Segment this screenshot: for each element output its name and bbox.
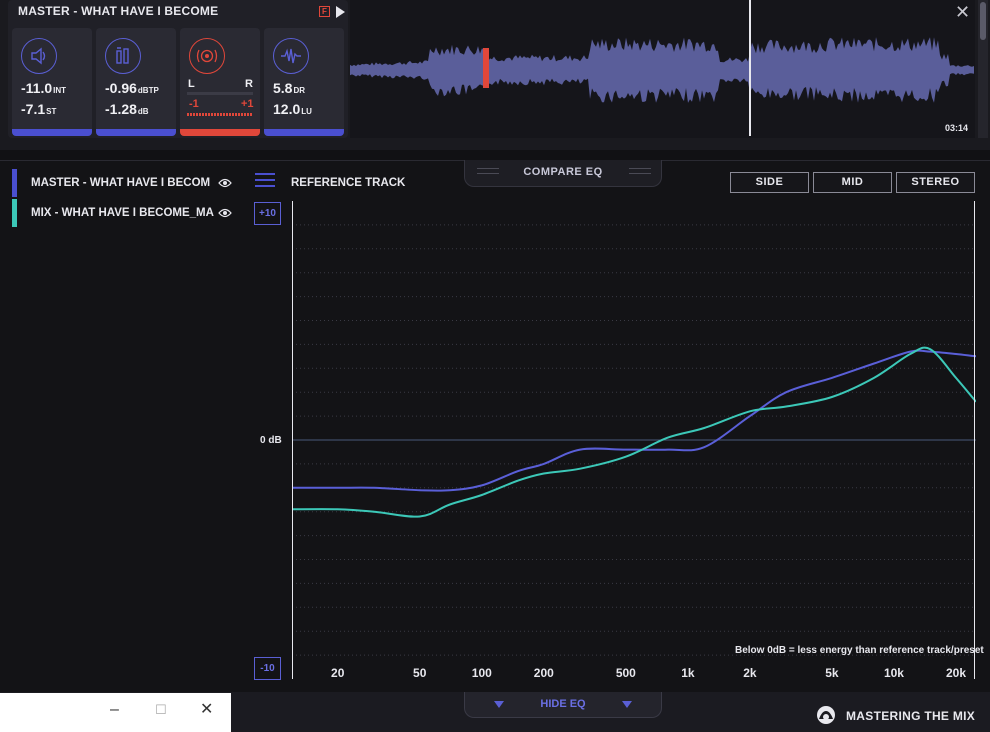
brand-name: MASTERING THE MIX [846,709,976,723]
track-time: 03:14 [945,123,969,133]
meter-bar [264,129,344,136]
left-channel-label: L [188,78,195,90]
track-name: MASTER - WHAT HAVE I BECOM [31,177,211,189]
eq-chart-svg [292,224,976,656]
peak-value: -1.28 [105,101,137,117]
integrated-unit: INT [53,86,67,95]
track-color-stripe [12,169,17,197]
close-window-icon[interactable]: ✕ [200,701,214,718]
chart-right-border [974,201,975,679]
stereo-field-meter[interactable]: L R -1 +1 [180,28,260,136]
correlation-min-label: -1 [189,98,199,110]
brand-logo-icon [817,706,835,724]
meter-bar [180,129,260,136]
frequency-tick-label: 20 [331,666,345,680]
scale-up-button[interactable]: +10 [254,202,281,225]
chevron-down-icon [494,701,504,708]
window-controls: – ☐ ✕ [0,693,231,732]
playhead[interactable] [749,0,751,136]
dynamic-range-value: 5.8 [273,80,293,96]
grip-icon [477,168,499,174]
reference-track-label: REFERENCE TRACK [291,177,406,189]
track-color-stripe [12,199,17,227]
chevron-down-icon [622,701,632,708]
frequency-tick-label: 20k [946,666,967,680]
eye-icon[interactable] [218,207,232,219]
short-term-loudness-value: -7.1 [21,101,46,117]
play-icon[interactable] [336,6,345,18]
short-term-unit: ST [46,107,57,116]
chart-left-border [292,201,293,679]
loudness-meter[interactable]: -11.0INT -7.1ST [12,28,92,136]
master-track-panel: MASTER - WHAT HAVE I BECOME F -11.0INT -… [8,0,348,138]
frequency-tick-label: 500 [615,666,636,680]
series-line-mix [292,346,976,518]
format-icon[interactable]: F [319,6,330,17]
waveform-graphic [350,37,974,103]
side-button[interactable]: SIDE [730,172,809,193]
dynamic-range-unit: DR [293,86,306,95]
frequency-tick-label: 1k [681,666,695,680]
stereo-button[interactable]: STEREO [896,172,975,193]
close-icon[interactable]: ✕ [955,2,971,22]
waveform-icon [273,38,309,74]
loudness-range-value: 12.0 [273,101,301,117]
dynamic-range-meter[interactable]: 5.8DR 12.0LU [264,28,344,136]
correlation-meter [187,113,253,116]
eq-chart [292,201,976,679]
correlation-max-label: +1 [241,98,254,110]
zero-db-label: 0 dB [260,435,282,446]
mid-button[interactable]: MID [813,172,892,193]
meter-bar [96,129,176,136]
true-peak-value: -0.96 [105,80,137,96]
scrollbar-thumb[interactable] [980,2,986,40]
true-peak-unit: dBTP [137,86,159,95]
minimize-icon[interactable]: – [110,701,119,718]
compare-eq-tab[interactable] [464,160,662,187]
frequency-tick-label: 200 [533,666,554,680]
frequency-tick-label: 2k [743,666,757,680]
frequency-tick-label: 100 [471,666,492,680]
integrated-loudness-value: -11.0 [21,80,53,96]
speaker-icon [21,38,57,74]
grip-icon [629,168,651,174]
hide-eq-label[interactable]: HIDE EQ [540,698,586,710]
compare-eq-label: COMPARE EQ [523,166,603,178]
master-title: MASTER - WHAT HAVE I BECOME [18,4,219,18]
eye-icon[interactable] [218,177,232,189]
series-line-master [292,349,976,492]
track-name: MIX - WHAT HAVE I BECOME_MA [31,207,214,219]
menu-icon[interactable] [255,173,275,191]
frequency-tick-label: 50 [413,666,427,680]
loudness-range-unit: LU [301,107,312,116]
peak-unit: dB [137,107,149,116]
stereo-field-icon [189,38,225,74]
true-peak-meter[interactable]: -0.96dBTP -1.28dB [96,28,176,136]
waveform-shape [350,37,974,103]
scale-down-button[interactable]: -10 [254,657,281,680]
right-channel-label: R [245,78,253,90]
chart-note: Below 0dB = less energy than reference t… [735,645,984,656]
level-meter-icon [105,38,141,74]
selection-marker [483,48,489,88]
meter-bar [12,129,92,136]
waveform-scrollbar[interactable] [978,0,988,138]
correlation-bar [187,92,253,95]
frequency-tick-label: 10k [883,666,904,680]
frequency-tick-label: 5k [825,666,839,680]
waveform-overview[interactable] [350,0,975,138]
maximize-icon[interactable]: ☐ [155,702,167,717]
